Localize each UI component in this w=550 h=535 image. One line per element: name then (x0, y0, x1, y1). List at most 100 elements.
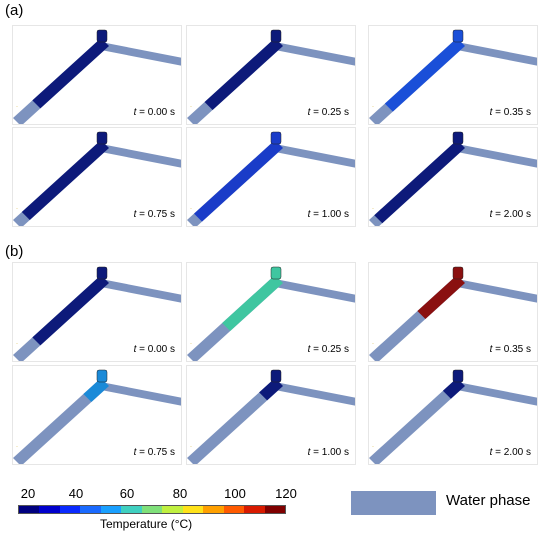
colorbar-segment (182, 506, 204, 513)
colorbar-segment (141, 506, 163, 513)
pipe-fill-region (194, 140, 283, 222)
time-label: t = 1.00 s (308, 209, 349, 220)
time-symbol: t (133, 344, 137, 355)
pipe-fill-region (32, 275, 109, 346)
pipe-cap (96, 266, 108, 280)
colorbar-segment (80, 506, 101, 513)
simulation-panel: · t = 0.75 s (12, 127, 182, 227)
pipe-right-branch (275, 382, 355, 406)
tick-label: 20 (20, 486, 36, 501)
tick-label: 40 (68, 486, 84, 501)
time-label: t = 0.35 s (490, 344, 531, 355)
axis-marker-icon: · (16, 444, 18, 450)
tick-label: 100 (224, 486, 246, 501)
axis-marker-icon: · (372, 206, 374, 212)
time-value: = 0.25 s (310, 344, 349, 355)
simulation-panel: · t = 0.00 s (12, 25, 182, 125)
pipe-geometry: · (13, 369, 181, 464)
time-symbol: t (307, 447, 311, 458)
pipe-right-branch (275, 144, 355, 168)
time-label: t = 0.75 s (134, 209, 175, 220)
pipe-right-branch (457, 279, 537, 303)
simulation-panel: · t = 0.25 s (186, 25, 356, 125)
time-label: t = 0.00 s (134, 344, 175, 355)
pipe-right-branch (275, 279, 355, 303)
pipe-geometry: · (369, 131, 537, 226)
pipe-fill-region (442, 378, 465, 399)
simulation-panel: · t = 0.75 s (12, 365, 182, 465)
pipe-cap (452, 266, 464, 280)
colorbar-segment (223, 506, 245, 513)
pipe-geometry: · (187, 266, 355, 361)
colorbar-segment (100, 506, 122, 513)
simulation-panel: · t = 1.00 s (186, 365, 356, 465)
pipe-diagonal (187, 378, 283, 464)
time-label: t = 2.00 s (490, 209, 531, 220)
time-label: t = 0.25 s (308, 107, 349, 118)
time-value: = 2.00 s (492, 209, 531, 220)
pipe-geometry: · (187, 369, 355, 464)
colorbar-segment (264, 506, 286, 513)
simulation-panel: · t = 0.25 s (186, 262, 356, 362)
pipe-right-branch (101, 382, 181, 406)
pipe-cap (270, 369, 282, 383)
simulation-panel: · t = 2.00 s (368, 365, 538, 465)
pipe-fill-region (83, 378, 109, 402)
simulation-panel: · t = 2.00 s (368, 127, 538, 227)
pipe-fill-region (374, 140, 465, 224)
axis-marker-icon: · (190, 206, 192, 212)
pipe-fill-region (21, 140, 109, 220)
tick-label: 60 (119, 486, 135, 501)
simulation-panel: · t = 0.35 s (368, 262, 538, 362)
pipe-cap (270, 266, 282, 280)
time-symbol: t (307, 344, 311, 355)
water-phase-label: Water phase (446, 492, 531, 509)
colorbar-segment (59, 506, 81, 513)
temperature-colorbar (18, 505, 286, 514)
pipe-geometry: · (13, 266, 181, 361)
colorbar-title: Temperature (°C) (100, 517, 193, 531)
time-value: = 2.00 s (492, 447, 531, 458)
colorbar-segment (244, 506, 265, 513)
time-symbol: t (489, 107, 493, 118)
time-value: = 0.75 s (136, 209, 175, 220)
time-label: t = 0.00 s (134, 107, 175, 118)
axis-marker-icon: · (16, 341, 18, 347)
time-label: t = 1.00 s (308, 447, 349, 458)
time-label: t = 0.35 s (490, 107, 531, 118)
pipe-diagonal (369, 378, 465, 464)
time-value: = 0.35 s (492, 344, 531, 355)
colorbar-segment (203, 506, 224, 513)
pipe-cap (96, 369, 108, 383)
time-symbol: t (307, 107, 311, 118)
pipe-cap (96, 131, 108, 145)
axis-marker-icon: · (190, 341, 192, 347)
pipe-fill-region (259, 378, 283, 401)
pipe-geometry: · (369, 266, 537, 361)
pipe-cap (270, 131, 282, 145)
time-symbol: t (307, 209, 311, 220)
tick-label: 120 (275, 486, 297, 501)
pipe-right-branch (275, 42, 355, 66)
pipe-right-branch (101, 42, 181, 66)
pipe-geometry: · (369, 369, 537, 464)
pipe-cap (452, 369, 464, 383)
time-label: t = 2.00 s (490, 447, 531, 458)
pipe-geometry: · (13, 29, 181, 124)
section-b-label: (b) (5, 243, 24, 260)
axis-marker-icon: · (190, 104, 192, 110)
time-label: t = 0.75 s (134, 447, 175, 458)
pipe-right-branch (457, 144, 537, 168)
pipe-geometry: · (187, 29, 355, 124)
time-symbol: t (489, 344, 493, 355)
water-phase-swatch (351, 491, 436, 515)
axis-marker-icon: · (372, 104, 374, 110)
time-symbol: t (489, 447, 493, 458)
pipe-geometry: · (13, 131, 181, 226)
pipe-cap (452, 131, 464, 145)
pipe-cap (270, 29, 282, 43)
pipe-cap (452, 29, 464, 43)
axis-marker-icon: · (16, 206, 18, 212)
pipe-fill-region (32, 38, 109, 109)
time-value: = 1.00 s (310, 447, 349, 458)
